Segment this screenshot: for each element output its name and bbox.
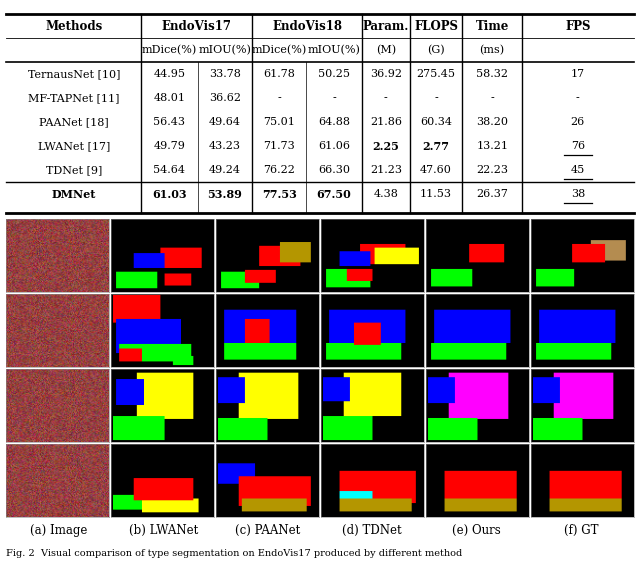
Text: PAANet [18]: PAANet [18] [39, 117, 109, 127]
Text: 61.06: 61.06 [318, 141, 350, 151]
Text: 275.45: 275.45 [417, 69, 456, 79]
Text: 21.86: 21.86 [370, 117, 402, 127]
Text: EndoVis17: EndoVis17 [162, 20, 232, 33]
Text: 64.88: 64.88 [318, 117, 350, 127]
Text: mDice(%): mDice(%) [142, 45, 197, 55]
Text: -: - [576, 93, 580, 103]
Text: LWANet [17]: LWANet [17] [38, 141, 110, 151]
Text: 43.23: 43.23 [209, 141, 241, 151]
Text: -: - [490, 93, 494, 103]
Text: mIOU(%): mIOU(%) [308, 45, 360, 55]
Text: 49.24: 49.24 [209, 165, 241, 175]
Text: Param.: Param. [363, 20, 409, 33]
Text: 49.79: 49.79 [154, 141, 186, 151]
Text: -: - [332, 93, 336, 103]
Text: (a) Image: (a) Image [30, 524, 87, 537]
Text: FPS: FPS [565, 20, 591, 33]
Text: (b) LWANet: (b) LWANet [129, 524, 198, 537]
Text: 38: 38 [571, 189, 585, 199]
Text: (c) PAANet: (c) PAANet [235, 524, 300, 537]
Text: -: - [277, 93, 281, 103]
Text: (e) Ours: (e) Ours [452, 524, 501, 537]
Text: 61.78: 61.78 [263, 69, 295, 79]
Text: 22.23: 22.23 [476, 165, 508, 175]
Text: 38.20: 38.20 [476, 117, 508, 127]
Text: (M): (M) [376, 45, 396, 55]
Text: Methods: Methods [45, 20, 102, 33]
Text: 48.01: 48.01 [154, 93, 186, 103]
Text: mIOU(%): mIOU(%) [198, 45, 252, 55]
Text: FLOPS: FLOPS [414, 20, 458, 33]
Text: Time: Time [476, 20, 509, 33]
Text: 66.30: 66.30 [318, 165, 350, 175]
Text: 13.21: 13.21 [476, 141, 508, 151]
Text: (ms): (ms) [479, 45, 505, 55]
Text: 2.25: 2.25 [372, 140, 399, 152]
Text: 60.34: 60.34 [420, 117, 452, 127]
Text: 11.53: 11.53 [420, 189, 452, 199]
Text: 4.38: 4.38 [373, 189, 398, 199]
Text: MF-TAPNet [11]: MF-TAPNet [11] [28, 93, 120, 103]
Text: -: - [434, 93, 438, 103]
Text: 17: 17 [571, 69, 585, 79]
Text: 54.64: 54.64 [154, 165, 186, 175]
Text: 36.92: 36.92 [370, 69, 402, 79]
Text: 56.43: 56.43 [154, 117, 186, 127]
Text: 50.25: 50.25 [318, 69, 350, 79]
Text: -: - [384, 93, 388, 103]
Text: mDice(%): mDice(%) [252, 45, 307, 55]
Text: (G): (G) [428, 45, 445, 55]
Text: 2.77: 2.77 [422, 140, 449, 152]
Text: (f) GT: (f) GT [564, 524, 598, 537]
Text: 26: 26 [571, 117, 585, 127]
Text: 36.62: 36.62 [209, 93, 241, 103]
Text: 47.60: 47.60 [420, 165, 452, 175]
Text: DMNet: DMNet [52, 188, 96, 200]
Text: Fig. 2  Visual comparison of type segmentation on EndoVis17 produced by differen: Fig. 2 Visual comparison of type segment… [6, 550, 463, 558]
Text: (d) TDNet: (d) TDNet [342, 524, 402, 537]
Text: 58.32: 58.32 [476, 69, 508, 79]
Text: 67.50: 67.50 [317, 188, 351, 200]
Text: TernausNet [10]: TernausNet [10] [28, 69, 120, 79]
Text: 75.01: 75.01 [263, 117, 295, 127]
Text: 71.73: 71.73 [263, 141, 295, 151]
Text: 26.37: 26.37 [476, 189, 508, 199]
Text: 61.03: 61.03 [152, 188, 187, 200]
Text: TDNet [9]: TDNet [9] [45, 165, 102, 175]
Text: 76: 76 [571, 141, 585, 151]
Text: 33.78: 33.78 [209, 69, 241, 79]
Text: 45: 45 [571, 165, 585, 175]
Text: 44.95: 44.95 [154, 69, 186, 79]
Text: 21.23: 21.23 [370, 165, 402, 175]
Text: 53.89: 53.89 [207, 188, 243, 200]
Text: 49.64: 49.64 [209, 117, 241, 127]
Text: 76.22: 76.22 [263, 165, 295, 175]
Text: 77.53: 77.53 [262, 188, 297, 200]
Text: EndoVis18: EndoVis18 [272, 20, 342, 33]
